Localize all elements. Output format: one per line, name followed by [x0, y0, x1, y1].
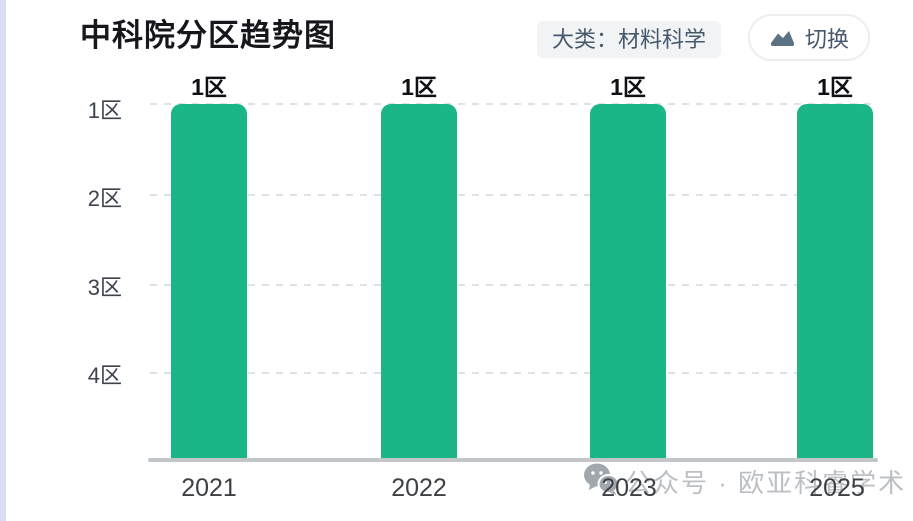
switch-button-label: 切换 [805, 26, 850, 52]
page-edge-strip [0, 0, 6, 521]
x-axis-line [148, 458, 878, 462]
switch-chart-button[interactable]: 切换 [748, 14, 871, 61]
y-tick-zone4: 4区 [87, 363, 122, 388]
y-tick-zone1: 1区 [87, 98, 122, 123]
y-tick-zone2: 2区 [87, 186, 122, 211]
bar-value-label-2023: 1区 [610, 74, 646, 100]
bar-value-label-2022: 1区 [401, 74, 437, 100]
x-label-2022: 2022 [391, 474, 447, 502]
bar-value-label-2021: 1区 [191, 74, 227, 100]
bar-2023[interactable] [590, 104, 666, 458]
watermark: 公众号 · 欧亚科睿学术 [583, 462, 906, 501]
y-tick-zone3: 3区 [87, 275, 122, 300]
x-label-2025: 2025 [809, 474, 865, 502]
x-label-2021: 2021 [181, 474, 237, 502]
category-badge: 大类：材料科学 [537, 21, 722, 58]
watermark-text: 公众号 · 欧亚科睿学术 [625, 468, 907, 498]
grid-line [150, 194, 878, 196]
area-chart-icon [769, 28, 796, 48]
grid-line [150, 372, 878, 374]
wechat-icon [583, 462, 620, 501]
bar-2021[interactable] [171, 104, 247, 458]
grid-line [150, 103, 878, 105]
page-title: 中科院分区趋势图 [80, 18, 336, 53]
bar-value-label-2025: 1区 [817, 74, 853, 100]
grid-line [150, 284, 878, 286]
x-label-2023: 2023 [601, 474, 657, 502]
bar-2025[interactable] [797, 104, 873, 458]
bar-2022[interactable] [381, 104, 457, 458]
